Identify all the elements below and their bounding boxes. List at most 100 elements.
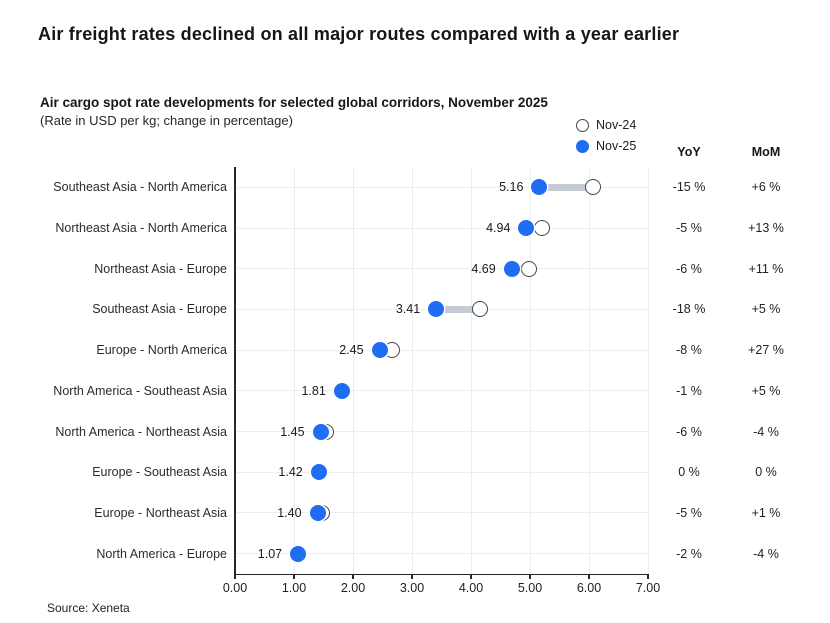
route-label: Europe - Northeast Asia xyxy=(94,505,227,520)
row-gridline xyxy=(235,268,648,270)
rate-value-label: 1.81 xyxy=(301,383,326,398)
row-gridline xyxy=(235,186,648,188)
axis-tick-mark xyxy=(352,574,354,579)
legend: Nov-24 Nov-25 xyxy=(576,115,636,156)
route-label: North America - Europe xyxy=(96,546,227,561)
nov25-dot xyxy=(518,220,535,237)
yoy-value: -15 % xyxy=(672,180,706,195)
route-label: Europe - North America xyxy=(96,343,227,358)
legend-label: Nov-25 xyxy=(596,139,637,153)
page-title: Air freight rates declined on all major … xyxy=(38,24,680,44)
rate-value-label: 1.45 xyxy=(280,424,305,439)
gridline-vertical xyxy=(411,167,413,574)
mom-value: -4 % xyxy=(753,546,779,561)
axis-tick-mark xyxy=(529,574,531,579)
nov25-dot xyxy=(428,301,445,318)
axis-tick-mark xyxy=(470,574,472,579)
gridline-vertical xyxy=(529,167,531,574)
rate-value-label: 1.40 xyxy=(277,505,302,520)
mom-value: 0 % xyxy=(755,465,777,480)
gridline-vertical xyxy=(470,167,472,574)
nov25-dot xyxy=(333,382,350,399)
route-label: Southeast Asia - Europe xyxy=(92,302,227,317)
axis-tick-mark xyxy=(293,574,295,579)
route-label: North America - Northeast Asia xyxy=(55,424,227,439)
nov25-dot xyxy=(503,260,520,277)
nov25-dot xyxy=(371,342,388,359)
route-label: Southeast Asia - North America xyxy=(53,180,227,195)
yoy-value: -6 % xyxy=(676,261,702,276)
chart-subtitle-note: (Rate in USD per kg; change in percentag… xyxy=(40,113,293,128)
row-gridline xyxy=(235,512,648,514)
x-axis-tick-label: 0.00 xyxy=(222,581,248,595)
connector-bar xyxy=(436,305,481,313)
nov25-dot xyxy=(312,423,329,440)
yoy-value: -6 % xyxy=(676,424,702,439)
source-note: Source: Xeneta xyxy=(47,601,130,615)
x-axis-tick-label: 3.00 xyxy=(399,581,425,595)
rate-value-label: 1.07 xyxy=(257,546,283,561)
nov24-legend-circle-icon xyxy=(576,118,589,132)
yoy-value: -5 % xyxy=(676,221,702,236)
row-gridline xyxy=(235,349,648,351)
x-axis-tick-label: 7.00 xyxy=(635,581,661,595)
nov25-dot xyxy=(310,464,327,481)
legend-item-nov24: Nov-24 xyxy=(576,115,636,135)
y-axis-line xyxy=(234,167,236,575)
row-gridline xyxy=(235,431,648,433)
nov24-dot xyxy=(585,179,602,196)
x-axis-line xyxy=(234,573,649,575)
nov24-dot xyxy=(472,301,489,318)
x-axis-tick-label: 6.00 xyxy=(576,581,602,595)
mom-column-header: MoM xyxy=(751,145,781,159)
legend-item-nov25: Nov-25 xyxy=(576,136,636,156)
nov24-dot xyxy=(521,260,538,277)
nov25-dot xyxy=(309,504,326,521)
row-gridline xyxy=(235,390,648,392)
rate-value-label: 5.16 xyxy=(499,180,524,195)
row-gridline xyxy=(235,227,648,229)
axis-tick-mark xyxy=(234,574,236,579)
yoy-column-header: YoY xyxy=(677,145,701,159)
route-label: Northeast Asia - North America xyxy=(55,221,227,236)
rate-value-label: 1.42 xyxy=(278,465,303,480)
mom-value: +5 % xyxy=(751,302,781,317)
row-gridline xyxy=(235,553,648,555)
route-label: Europe - Southeast Asia xyxy=(92,465,227,480)
connector-bar xyxy=(539,183,594,191)
rate-value-label: 4.94 xyxy=(486,221,511,236)
x-axis-tick-label: 4.00 xyxy=(458,581,484,595)
axis-tick-mark xyxy=(411,574,413,579)
yoy-value: -5 % xyxy=(676,505,702,520)
mom-value: +13 % xyxy=(748,221,784,236)
x-axis-tick-label: 5.00 xyxy=(517,581,543,595)
x-axis-tick-label: 2.00 xyxy=(340,581,366,595)
gridline-vertical xyxy=(647,167,649,574)
yoy-value: 0 % xyxy=(678,465,700,480)
rate-value-label: 2.45 xyxy=(339,343,364,358)
route-label: North America - Southeast Asia xyxy=(53,383,227,398)
mom-value: +27 % xyxy=(748,343,784,358)
nov25-dot xyxy=(290,545,307,562)
legend-label: Nov-24 xyxy=(596,118,637,132)
yoy-value: -2 % xyxy=(676,546,702,561)
nov25-dot xyxy=(531,179,548,196)
rate-value-label: 4.69 xyxy=(471,261,496,276)
route-label: Northeast Asia - Europe xyxy=(94,261,227,276)
yoy-value: -8 % xyxy=(676,343,702,358)
axis-tick-mark xyxy=(588,574,590,579)
connector-bar xyxy=(511,265,530,273)
nov24-dot xyxy=(533,220,550,237)
rate-value-label: 3.41 xyxy=(395,302,421,317)
x-axis-tick-label: 1.00 xyxy=(281,581,307,595)
mom-value: -4 % xyxy=(753,424,779,439)
gridline-vertical xyxy=(588,167,590,574)
mom-value: +6 % xyxy=(751,180,781,195)
axis-tick-mark xyxy=(647,574,649,579)
mom-value: +5 % xyxy=(751,383,781,398)
nov25-legend-circle-icon xyxy=(576,139,589,153)
chart-subtitle: Air cargo spot rate developments for sel… xyxy=(40,95,548,110)
yoy-value: -18 % xyxy=(672,302,706,317)
